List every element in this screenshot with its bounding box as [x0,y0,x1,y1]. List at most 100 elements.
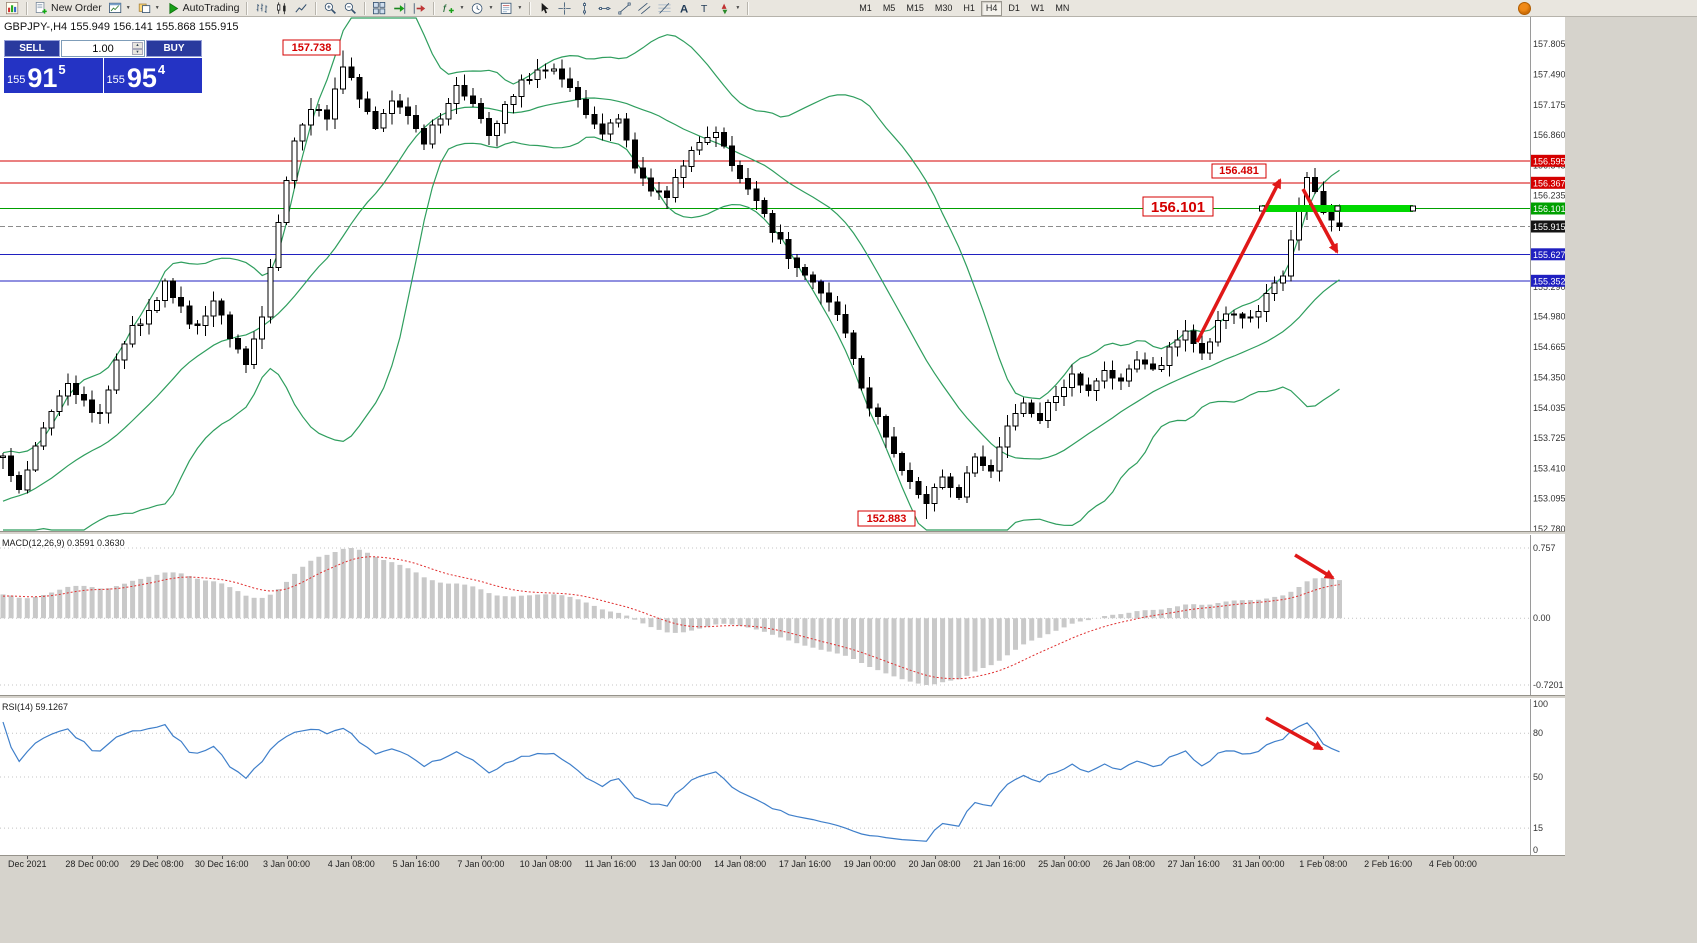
timeframe-d1-button[interactable]: D1 [1003,1,1025,16]
indicators-button[interactable]: f ▼ [439,1,467,16]
rsi-axis-label: 100 [1533,699,1548,709]
rsi-panel[interactable]: 100 80 50 15 0 RSI(14) 59.1267 [0,699,1565,855]
chart-window-button[interactable]: ▼ [106,1,134,16]
dropdown-caret-icon: ▼ [459,5,465,11]
price-axis-label: 154.035 [1533,403,1565,413]
time-tick [999,856,1001,859]
time-label: 7 Jan 00:00 [457,859,505,869]
sell-price[interactable]: 155 91 5 [4,58,103,93]
macd-axis [1530,535,1565,695]
trend-arrow[interactable] [1265,716,1324,751]
time-tick [27,856,29,859]
price-axis-label: 157.490 [1533,69,1565,79]
svg-text:f: f [443,3,447,15]
price-axis-label: 152.780 [1533,524,1565,531]
chart-price-label[interactable]: 152.883 [857,510,916,527]
time-tick [869,856,871,859]
fibonacci-button[interactable] [655,1,674,16]
chart-window-icon [108,2,121,13]
toolbar-separator [315,1,318,15]
templates-button[interactable]: ▼ [497,1,525,16]
svg-text:157.738: 157.738 [292,42,332,54]
buy-price-pip: 4 [157,62,166,77]
line-chart-button[interactable] [292,1,311,16]
timeframe-m1-button[interactable]: M1 [854,1,877,16]
macd-histogram [0,548,1342,685]
svg-text:155.627: 155.627 [1533,250,1565,260]
auto-scroll-button[interactable] [390,1,409,16]
svg-text:156.101: 156.101 [1151,199,1205,216]
templates-icon [501,2,512,14]
chart-price-label[interactable]: 156.101 [1142,196,1214,217]
timeframe-m5-button[interactable]: M5 [878,1,901,16]
zoom-in-icon [325,2,337,14]
candlestick-chart-button[interactable] [272,1,291,16]
macd-panel[interactable]: 0.757 0.00 -0.7201 MACD(12,26,9) 0.3591 0.3… [0,535,1565,695]
timeframe-m30-button[interactable]: M30 [930,1,958,16]
price-axis-label: 153.725 [1533,433,1565,443]
trend-arrow[interactable] [1294,553,1335,580]
price-chart[interactable]: 157.738 156.481 156.101 152.883 157.805 157.4… [0,17,1565,531]
rsi-axis-label: 50 [1533,772,1543,782]
arrows-button[interactable]: ▼ [715,1,743,16]
timeframe-mn-button[interactable]: MN [1050,1,1074,16]
rsi-axis [1530,699,1565,855]
crosshair-button[interactable] [555,1,574,16]
zoom-out-button[interactable] [341,1,360,16]
candlestick-series [0,50,1343,520]
selection-handle[interactable] [1334,205,1341,212]
periods-button[interactable]: ▼ [468,1,496,16]
timeframe-h4-button[interactable]: H4 [980,0,1003,16]
price-axis-label: 153.095 [1533,494,1565,504]
trendline-button[interactable] [615,1,634,16]
new-order-button[interactable]: New Order [32,1,105,16]
selection-handle[interactable] [1410,205,1416,212]
buy-price[interactable]: 155 95 4 [103,58,202,93]
horizontal-line-icon [598,6,611,10]
channel-button[interactable] [635,1,654,16]
timeframe-m15-button[interactable]: M15 [901,1,929,16]
trend-arrow[interactable] [1301,188,1339,254]
new-order-icon [35,1,47,14]
buy-button[interactable]: BUY [146,40,202,57]
cursor-button[interactable] [535,1,554,16]
dropdown-caret-icon: ▼ [735,5,741,11]
profiles-button[interactable]: ▼ [135,1,163,16]
timeframe-h1-button[interactable]: H1 [958,1,980,16]
chart-price-label[interactable]: 157.738 [282,39,341,56]
text-button[interactable]: A [675,1,694,16]
timeframe-w1-button[interactable]: W1 [1026,1,1050,16]
chart-price-label[interactable]: 156.481 [1211,163,1267,179]
panel-separator[interactable] [0,531,1565,535]
dropdown-caret-icon: ▼ [488,5,494,11]
time-label: 11 Jan 16:00 [584,859,637,869]
price-axis [1530,17,1565,531]
toolbar-separator [26,1,28,15]
svg-text:155.915: 155.915 [1533,222,1565,232]
horizontal-line-button[interactable] [595,1,614,16]
time-tick [740,856,742,859]
text-label-button[interactable]: T [695,1,714,16]
dropdown-caret-icon: ▼ [125,5,131,11]
panel-separator[interactable] [0,695,1565,699]
zoom-in-button[interactable] [321,1,340,16]
trend-arrow[interactable] [1195,178,1282,343]
app-button[interactable] [3,1,22,16]
time-tick [156,856,158,859]
chart-shift-button[interactable] [410,1,429,16]
indicators-icon: f [443,3,455,15]
volume-increase-button[interactable]: ▲ [132,42,143,49]
svg-text:156.367: 156.367 [1533,178,1565,188]
text-icon: A [680,3,688,14]
cursor-icon [542,2,549,13]
sell-button[interactable]: SELL [4,40,60,57]
time-tick [934,856,936,859]
vertical-line-button[interactable] [575,1,594,16]
notification-icon[interactable] [1518,1,1531,15]
tile-windows-button[interactable] [370,1,389,16]
time-label: 26 Jan 08:00 [1102,859,1155,869]
bar-chart-button[interactable] [252,1,271,16]
volume-field[interactable]: 1.00 ▲ ▼ [61,40,145,57]
volume-decrease-button[interactable]: ▼ [132,48,143,55]
autotrading-button[interactable]: AutoTrading [164,1,243,16]
